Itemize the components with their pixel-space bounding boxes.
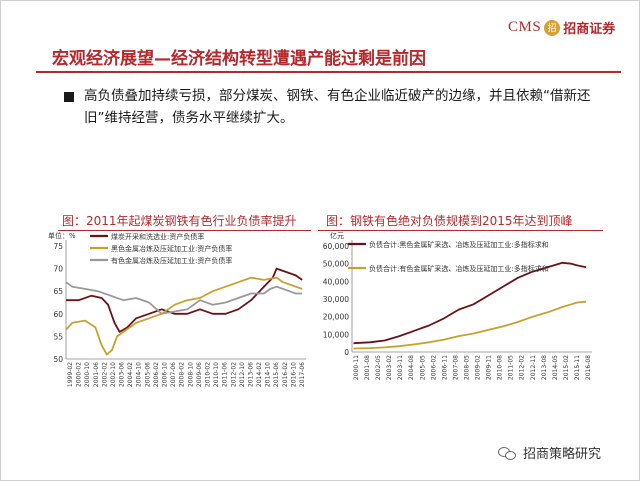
chart1-series-line xyxy=(65,276,303,356)
chart2-x-tick-label: 2008-05 xyxy=(463,355,470,380)
chart2-series-line xyxy=(353,300,587,350)
chart1-x-tick-label: 2003-06 xyxy=(119,362,126,387)
chart1-x-tick-label: 2016-10 xyxy=(290,362,297,387)
chart1-y-tick-label: 55 xyxy=(53,332,63,341)
chart2-x-tick-label: 2010-08 xyxy=(497,355,504,380)
chart2-y-tick-label: 0 xyxy=(344,348,349,357)
chart2-x-tick-label: 2013-08 xyxy=(541,355,548,380)
chart2-y-unit: 亿元 xyxy=(330,231,344,240)
wechat-icon xyxy=(498,446,518,460)
chart2-x-tick-label: 2012-02 xyxy=(519,355,526,380)
chart1-x-tick-label: 2012-10 xyxy=(239,362,246,387)
chart1-x-tick-label: 2015-06 xyxy=(273,362,280,387)
chart1-x-tick-label: 2002-10 xyxy=(110,362,117,387)
chart2-y-tick-label: 40,000 xyxy=(323,277,349,286)
chart1-x-tick-label: 1999-02 xyxy=(67,362,74,387)
chart2-x-tick-label: 2016-08 xyxy=(585,355,592,380)
chart2-caption-rule xyxy=(318,230,603,231)
chart1-caption: 图：2011年起煤炭钢铁有色行业负债率提升 xyxy=(62,214,297,228)
chart2-x-tick-label: 2009-11 xyxy=(486,355,493,380)
chart2-x-tick-label: 2004-08 xyxy=(408,355,415,380)
chart2-y-tick-label: 30,000 xyxy=(323,295,349,304)
chart1-x-tick-label: 2009-06 xyxy=(196,362,203,387)
chart2-legend-label: 负债合计:有色金属矿采选、冶炼及压延加工业:多指标求和 xyxy=(369,264,549,273)
chart1-y-tick-label: 70 xyxy=(53,265,63,274)
chart2-x-tick-label: 2014-05 xyxy=(552,355,559,380)
chart1-series-line xyxy=(65,281,303,315)
chart2-y-tick-label: 20,000 xyxy=(323,313,349,322)
watermark-text: 招商策略研究 xyxy=(523,447,602,462)
chart2-x-tick-label: 2009-02 xyxy=(475,355,482,380)
chart2-x-tick-label: 2015-11 xyxy=(574,355,581,380)
chart2-x-tick-label: 2006-11 xyxy=(441,355,448,380)
logo-company-name: 招商证券 xyxy=(563,22,616,37)
chart2-x-tick-label: 2000-11 xyxy=(353,355,360,380)
logo-badge-icon: 招 xyxy=(544,19,561,36)
bullet-square-icon xyxy=(64,92,74,102)
chart1-x-tick-label: 2001-06 xyxy=(93,362,100,387)
chart1-y-unit: 单位：% xyxy=(48,231,76,240)
chart1-x-tick-label: 2007-06 xyxy=(170,362,177,387)
chart1-x-tick-label: 2006-02 xyxy=(153,362,160,387)
chart1-x-tick-label: 2002-02 xyxy=(101,362,108,387)
chart2-x-tick-label: 2015-02 xyxy=(563,355,570,380)
chart1-x-tick-label: 2000-10 xyxy=(84,362,91,387)
chart2-x-tick-label: 2001-08 xyxy=(364,355,371,380)
chart1-legend-label: 煤炭开采和洗选业:资产负债率 xyxy=(111,232,204,241)
chart2-y-tick-label: 60,000 xyxy=(323,242,349,251)
chart1-x-tick-label: 2012-02 xyxy=(230,362,237,387)
chart1-x-tick-label: 2013-06 xyxy=(247,362,254,387)
chart2-legend-label: 负债合计:黑色金属矿采选、冶炼及压延加工业:多指标求和 xyxy=(369,240,549,249)
chart1-x-tick-label: 2014-02 xyxy=(256,362,263,387)
chart1-x-tick-label: 2006-10 xyxy=(162,362,169,387)
chart1-x-tick-label: 2016-02 xyxy=(282,362,289,387)
chart1-y-tick-label: 60 xyxy=(53,310,63,319)
chart2-y-tick-label: 50,000 xyxy=(323,260,349,269)
chart2-x-tick-label: 2002-05 xyxy=(375,355,382,380)
chart1-x-tick-label: 2010-02 xyxy=(204,362,211,387)
chart1-x-tick-label: 2008-02 xyxy=(179,362,186,387)
chart1-series-line xyxy=(66,267,303,333)
chart1-legend-label: 有色金属冶炼及压延加工业:资产负债率 xyxy=(111,256,232,265)
chart2-x-tick-label: 2003-11 xyxy=(397,355,404,380)
chart2-x-tick-label: 2005-05 xyxy=(419,355,426,380)
logo-brand-text: CMS xyxy=(508,19,542,35)
chart1-x-tick-label: 2004-02 xyxy=(127,362,134,387)
chart1-y-tick-label: 75 xyxy=(53,242,63,251)
chart2-y-tick-label: 10,000 xyxy=(323,330,349,339)
chart1-x-tick-label: 2000-02 xyxy=(76,362,83,387)
chart2-x-tick-label: 2003-02 xyxy=(386,355,393,380)
chart2-x-tick-label: 2006-02 xyxy=(430,355,437,380)
slide-body-text: 高负债叠加持续亏损，部分煤炭、钢铁、有色企业临近破产的边缘，并且依赖“借新还旧”… xyxy=(84,88,591,126)
slide-title: 宏观经济展望—经济结构转型遭遇产能过剩是前因 xyxy=(52,49,426,69)
chart1-y-tick-label: 65 xyxy=(53,287,63,296)
chart2-x-tick-label: 2007-08 xyxy=(452,355,459,380)
chart1-legend-label: 黑色金属冶炼及压延加工业:资产负债率 xyxy=(111,244,232,253)
chart1-x-tick-label: 2011-06 xyxy=(222,362,229,387)
chart1-x-tick-label: 2004-10 xyxy=(136,362,143,387)
chart1-y-tick-label: 50 xyxy=(53,355,63,364)
chart2-series-line xyxy=(353,261,587,345)
chart1-x-tick-label: 2014-10 xyxy=(265,362,272,387)
chart2-x-tick-label: 2011-05 xyxy=(508,355,515,380)
brand-logo: CMS 招 招商证券 xyxy=(508,18,615,37)
chart2-x-tick-label: 2012-11 xyxy=(530,355,537,380)
chart2-caption: 图：钢铁有色绝对负债规模到2015年达到顶峰 xyxy=(326,214,573,228)
debt-scale-chart: 亿元60,00050,00040,00030,00020,00010,00002… xyxy=(323,231,592,380)
chart1-x-tick-label: 2008-10 xyxy=(187,362,194,387)
chart1-x-tick-label: 2010-10 xyxy=(213,362,220,387)
chart1-x-tick-label: 2005-06 xyxy=(144,362,151,387)
chart1-x-tick-label: 2017-06 xyxy=(299,362,306,387)
wechat-watermark: 招商策略研究 xyxy=(498,443,601,462)
title-divider xyxy=(36,71,621,73)
chart1-caption-rule xyxy=(58,230,311,231)
